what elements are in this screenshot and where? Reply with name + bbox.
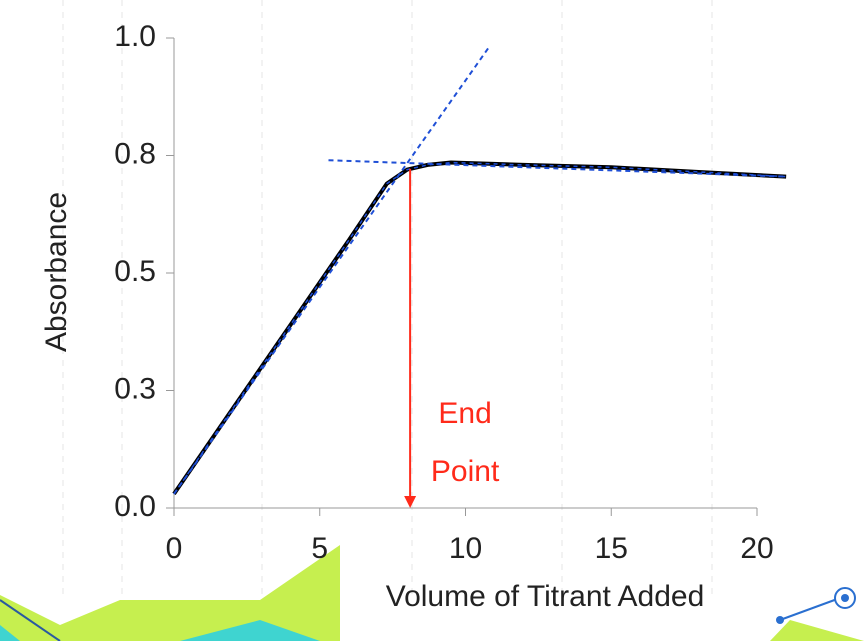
x-tick-label: 10 [449,532,482,565]
x-axis-title: Volume of Titrant Added [386,580,705,613]
x-tick-label: 5 [311,532,328,565]
y-tick-label: 0.3 [114,372,156,405]
annotation-text: End [438,397,491,430]
y-tick-label: 0.5 [114,255,156,288]
background-grid [62,0,713,600]
tangent-line [173,46,490,495]
y-axis-title: Absorbance [40,192,73,352]
data-line-overlay [173,161,787,495]
x-tick-label: 15 [595,532,628,565]
tangent-line [328,159,787,178]
data-line [172,160,787,496]
y-tick-label: 0.0 [114,490,156,523]
y-tick-label: 1.0 [114,20,156,53]
x-tick-label: 20 [740,532,773,565]
x-tick-label: 0 [166,532,183,565]
y-tick-label: 0.8 [114,137,156,170]
decoration [0,545,864,641]
arrow-head [404,496,417,508]
annotation-text: Point [431,455,500,488]
